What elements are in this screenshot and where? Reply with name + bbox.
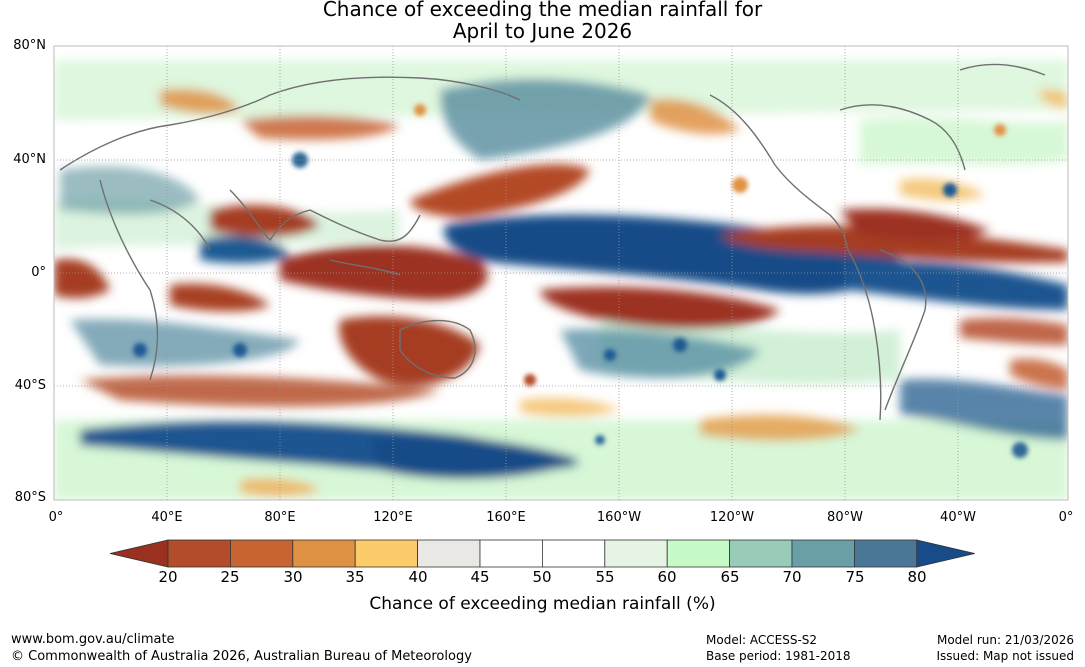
lat-label-80n: 80°N bbox=[13, 38, 46, 53]
colorbar-tick-70: 70 bbox=[782, 568, 802, 586]
lat-label-40s: 40°S bbox=[14, 378, 46, 393]
colorbar-title: Chance of exceeding median rainfall (%) bbox=[369, 594, 716, 614]
anomaly-fields bbox=[54, 60, 1068, 500]
colorbar-tick-40: 40 bbox=[408, 568, 428, 586]
colorbar-tick-35: 35 bbox=[345, 568, 365, 586]
footer-url: www.bom.gov.au/climate bbox=[11, 632, 175, 647]
lon-label-0-east: 0° bbox=[1058, 510, 1074, 525]
colorbar-swatch bbox=[167, 539, 231, 568]
lon-label-0-west: 0° bbox=[48, 510, 64, 525]
lat-label-80s: 80°S bbox=[14, 490, 46, 505]
colorbar-arrow-high bbox=[916, 539, 975, 568]
colorbar-tick-20: 20 bbox=[158, 568, 178, 586]
footer-copyright: © Commonwealth of Australia 2026, Austra… bbox=[11, 649, 472, 664]
anomaly-speckles bbox=[133, 104, 1028, 458]
colorbar-swatch bbox=[542, 539, 606, 568]
footer-issued: Issued: Map not issued bbox=[936, 649, 1074, 663]
lat-label-equator: 0° bbox=[31, 265, 46, 280]
map-title-line2: April to June 2026 bbox=[452, 19, 633, 43]
colorbar-tick-45: 45 bbox=[470, 568, 490, 586]
colorbar-swatch bbox=[229, 539, 294, 568]
lon-label-40w: 40°W bbox=[940, 510, 976, 525]
lon-label-120w: 120°W bbox=[709, 510, 755, 525]
lon-label-40e: 40°E bbox=[151, 510, 183, 525]
colorbar-swatch bbox=[666, 539, 731, 568]
colorbar-swatch bbox=[354, 539, 419, 568]
colorbar-tick-75: 75 bbox=[845, 568, 865, 586]
colorbar-tick-50: 50 bbox=[532, 568, 552, 586]
colorbar-arrow-low bbox=[109, 539, 169, 568]
footer-base-period: Base period: 1981-2018 bbox=[706, 649, 851, 663]
colorbar-swatch bbox=[479, 539, 543, 568]
colorbar-swatch bbox=[854, 539, 918, 568]
map-title-line1: Chance of exceeding the median rainfall … bbox=[322, 0, 763, 21]
colorbar-swatch bbox=[417, 539, 481, 568]
colorbar-tick-25: 25 bbox=[220, 568, 240, 586]
colorbar-tick-60: 60 bbox=[657, 568, 677, 586]
colorbar bbox=[109, 539, 975, 568]
colorbar-tick-80: 80 bbox=[907, 568, 927, 586]
lon-label-80e: 80°E bbox=[264, 510, 296, 525]
colorbar-tick-55: 55 bbox=[595, 568, 615, 586]
lon-label-160w: 160°W bbox=[596, 510, 642, 525]
lon-label-80w: 80°W bbox=[827, 510, 863, 525]
colorbar-swatch bbox=[292, 539, 356, 568]
footer-model-run: Model run: 21/03/2026 bbox=[936, 633, 1074, 647]
lon-label-120e: 120°E bbox=[373, 510, 413, 525]
map-frame bbox=[53, 45, 1069, 501]
colorbar-swatch bbox=[791, 539, 855, 568]
footer-model: Model: ACCESS-S2 bbox=[706, 633, 818, 647]
colorbar-swatch bbox=[604, 539, 668, 568]
colorbar-tick-30: 30 bbox=[283, 568, 303, 586]
lon-label-160e: 160°E bbox=[486, 510, 526, 525]
lat-label-40n: 40°N bbox=[13, 152, 46, 167]
colorbar-tick-65: 65 bbox=[720, 568, 740, 586]
graticule bbox=[54, 46, 1068, 500]
colorbar-swatch bbox=[729, 539, 793, 568]
